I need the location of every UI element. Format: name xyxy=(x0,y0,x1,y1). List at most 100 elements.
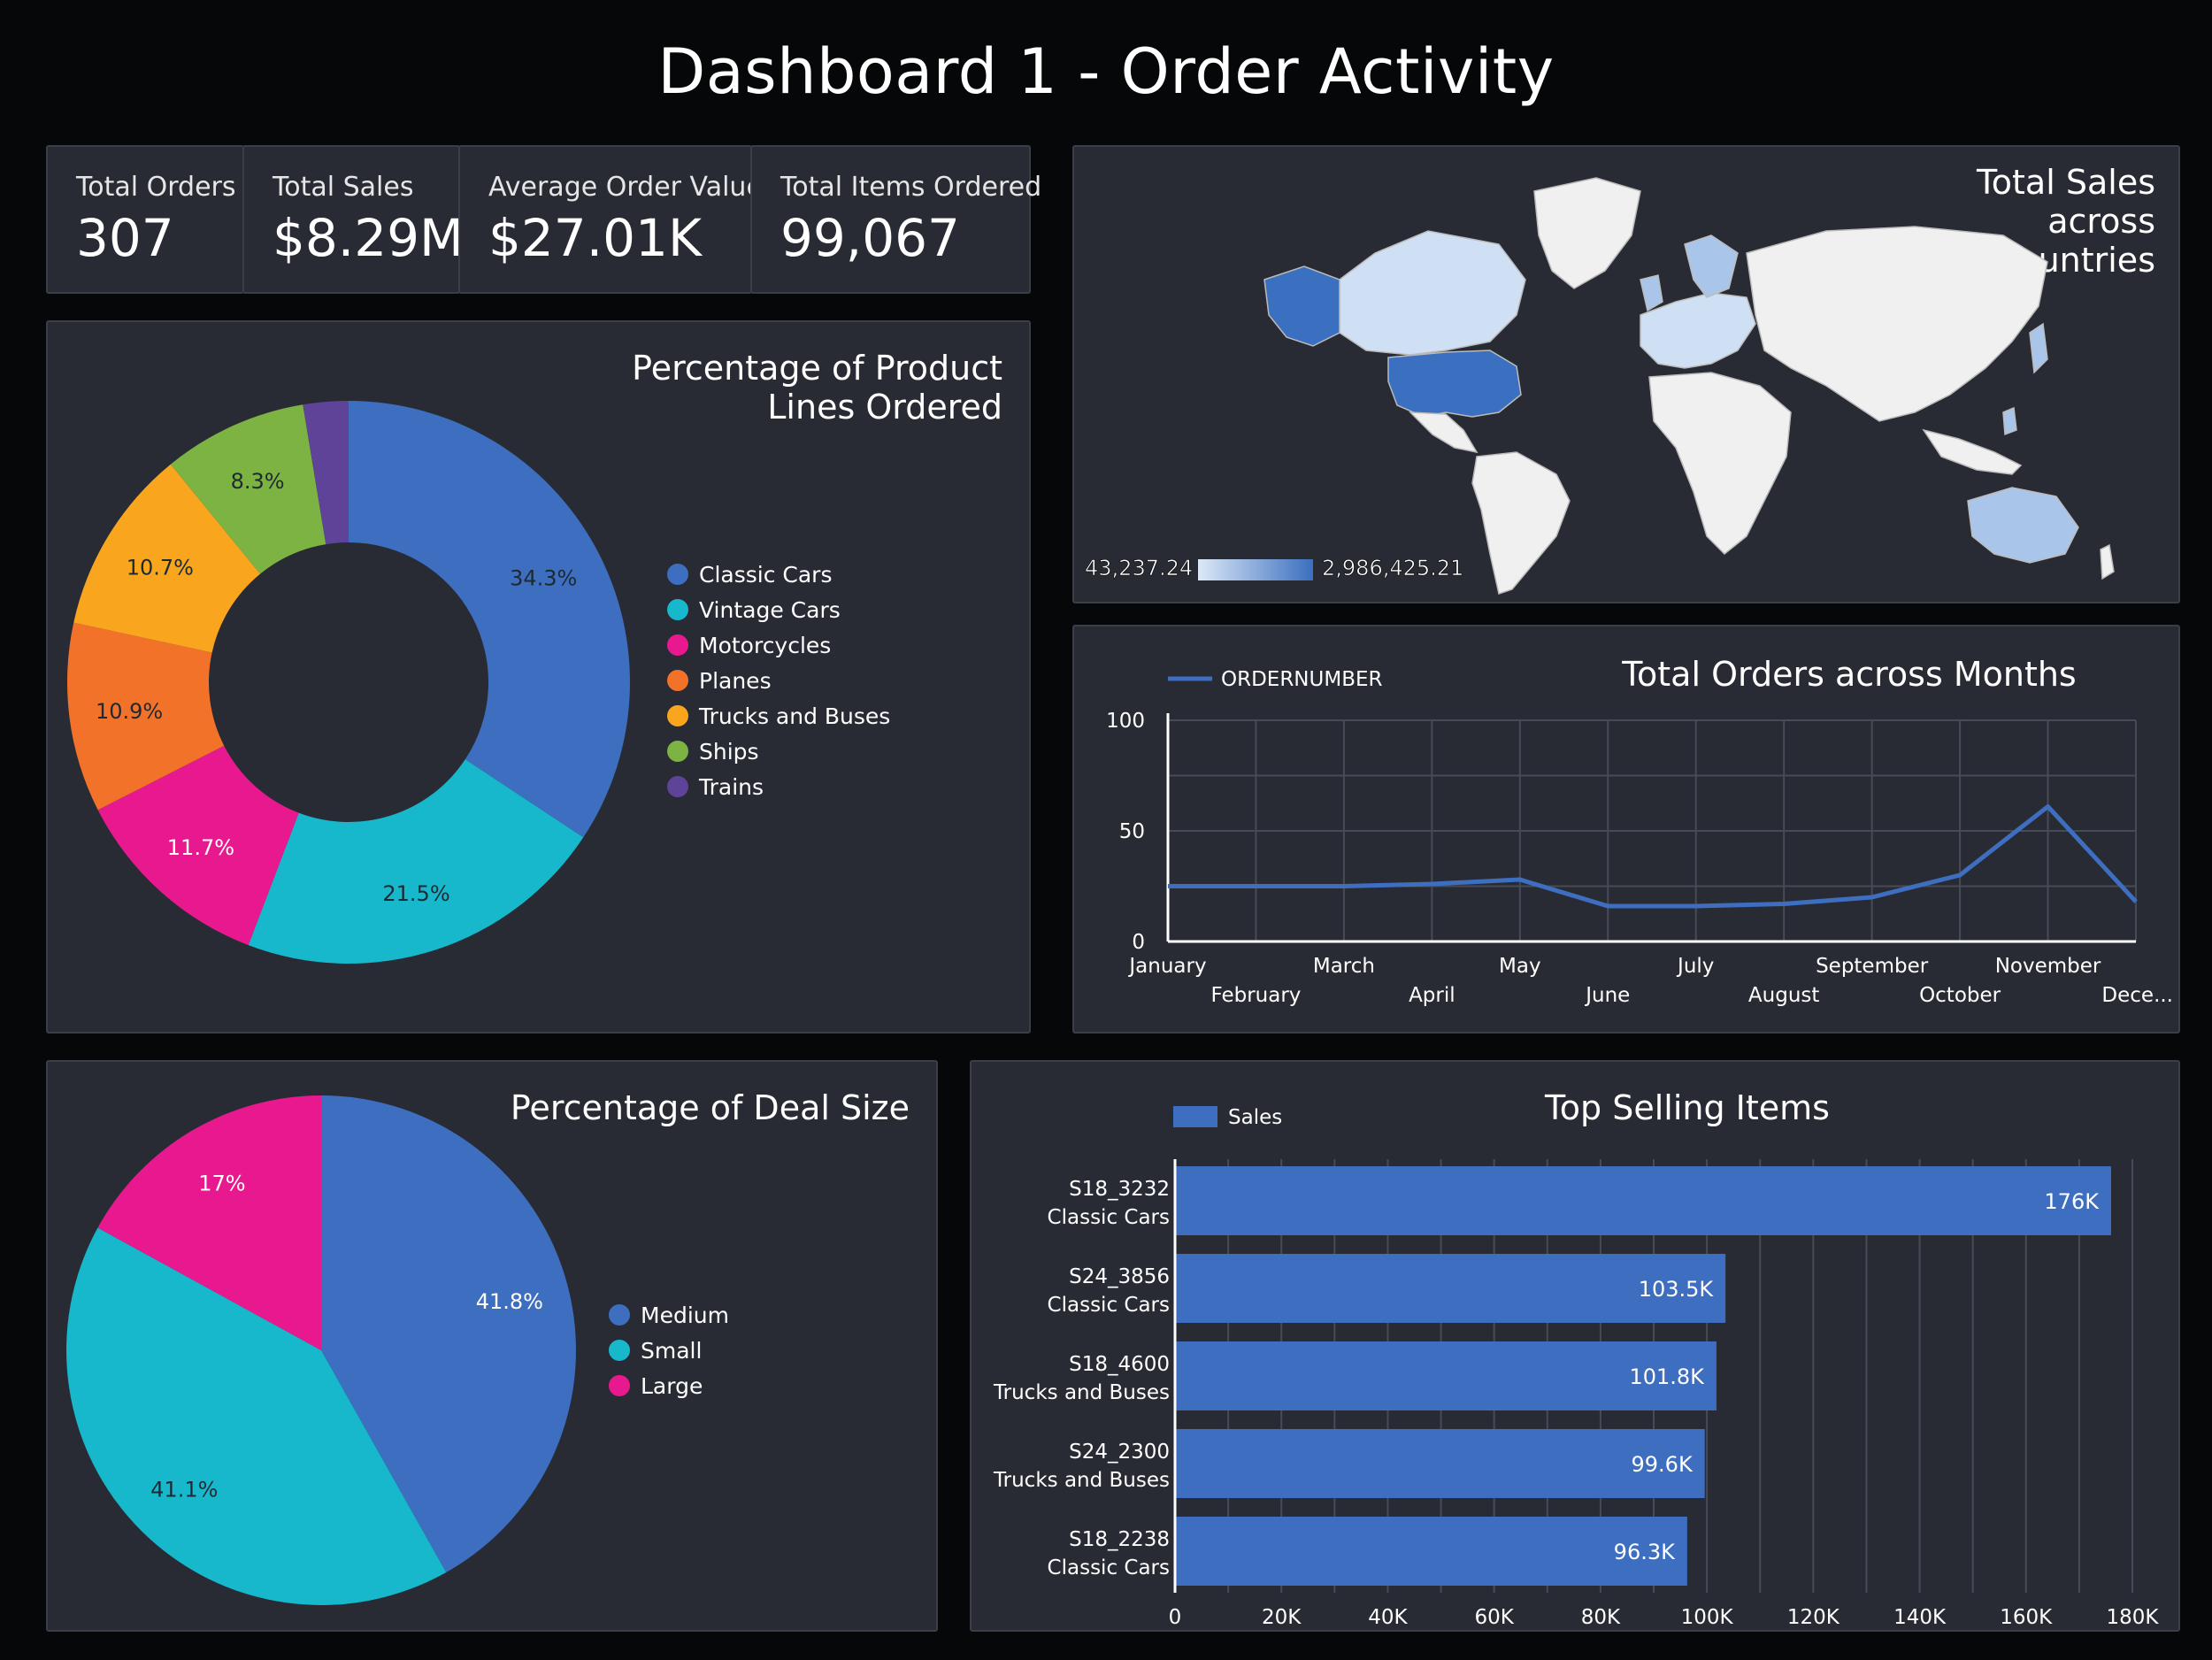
x-tick-label: August xyxy=(1748,984,1820,1007)
map-countries xyxy=(1263,177,2115,595)
legend-swatch xyxy=(609,1304,630,1326)
country-new-zealand xyxy=(2100,543,2115,580)
legend-swatch xyxy=(667,705,688,726)
x-tick-label: June xyxy=(1584,984,1630,1007)
x-tick-label: February xyxy=(1210,984,1301,1007)
x-tick-label: 80K xyxy=(1581,1606,1621,1629)
bar-s18_4600 xyxy=(1175,1341,1717,1410)
slice-value-label: 21.5% xyxy=(382,881,449,906)
legend-swatch xyxy=(609,1340,630,1361)
legend-label: Motorcycles xyxy=(699,633,831,658)
legend-label: Sales xyxy=(1228,1106,1282,1129)
pie-slice-small xyxy=(66,1227,447,1605)
bar-s24_2300 xyxy=(1175,1429,1705,1498)
chart-title-line: Percentage of Product xyxy=(632,349,1002,388)
legend-label: Trucks and Buses xyxy=(698,703,890,729)
series-line-ordernumber xyxy=(1168,804,2138,909)
legend-swatch xyxy=(667,670,688,691)
slice-value-label: 41.8% xyxy=(476,1289,543,1314)
bar-s18_3232 xyxy=(1175,1166,2111,1235)
slice-value-label: 10.7% xyxy=(127,555,194,580)
legend-label: Ships xyxy=(699,739,759,765)
pie-slice-planes xyxy=(66,622,225,811)
continent-south-america xyxy=(1471,451,1571,595)
bar-value-label: 103.5K xyxy=(1639,1277,1715,1302)
slice-value-label: 11.7% xyxy=(167,835,234,860)
kpi-label: Total Items Ordered xyxy=(780,172,1042,203)
orders-months-panel: Total Orders across Months ORDERNUMBER 0 5… xyxy=(1072,625,2180,1034)
pie-slice-motorcycles xyxy=(97,745,299,946)
kpi-value: $27.01K xyxy=(488,208,702,268)
kpi-total-orders: Total Orders 307 xyxy=(46,145,244,294)
legend-swatch xyxy=(667,776,688,797)
kpi-total-items-ordered: Total Items Ordered 99,067 xyxy=(750,145,1042,294)
country-greenland xyxy=(1533,177,1641,289)
y-tick-label-code: S18_2238 xyxy=(1069,1528,1170,1551)
kpi-average-order-value: Average Order Value $27.01K xyxy=(458,145,763,294)
y-tick-label-code: S18_3232 xyxy=(1069,1178,1170,1201)
country-mexico xyxy=(1409,411,1479,454)
y-tick-label-code: S24_2300 xyxy=(1069,1441,1170,1464)
x-tick-label: Dece... xyxy=(2101,984,2173,1007)
y-tick-label: 0 xyxy=(1132,931,1145,954)
y-tick-label-line: Trucks and Buses xyxy=(993,1381,1170,1404)
pie-slice-large xyxy=(97,1095,322,1350)
bar-s24_3856 xyxy=(1175,1254,1726,1323)
legend-swatch xyxy=(667,599,688,620)
y-tick-label-line: Classic Cars xyxy=(1048,1294,1170,1317)
x-tick-label: 60K xyxy=(1474,1606,1514,1629)
continent-africa xyxy=(1648,372,1792,556)
pie-slice-trains xyxy=(303,401,349,545)
kpi-value: $8.29M xyxy=(273,208,465,268)
dashboard-title: Dashboard 1 - Order Activity xyxy=(657,35,1555,108)
map-title-line: Total Sales xyxy=(1977,163,2155,202)
top-items-panel: Top Selling Items Sales 0 20K 40K 60K 80K 100K… xyxy=(970,1060,2180,1632)
kpi-value: 99,067 xyxy=(780,208,960,268)
map-panel[interactable]: Total Sales across Countries xyxy=(1072,145,2180,603)
pie-slice-ships xyxy=(170,404,326,574)
x-tick-label: January xyxy=(1127,955,1206,978)
legend-swatch xyxy=(1173,1106,1217,1127)
map-legend-max: 2,986,425.21 xyxy=(1322,556,1463,580)
world-map[interactable]: 43,237.24 2,986,425.21 xyxy=(1074,147,2178,602)
x-tick-label: 160K xyxy=(2000,1606,2053,1629)
deal-size-panel: Percentage of Deal Size 41.8% 41.1% 17% Med… xyxy=(46,1060,938,1632)
y-tick-label-code: S24_3856 xyxy=(1069,1265,1170,1288)
bar-value-label: 101.8K xyxy=(1629,1364,1705,1389)
country-philippines xyxy=(2002,406,2017,436)
deal-size-pie-chart[interactable]: 41.8% 41.1% 17% Medium Small Large xyxy=(48,1062,936,1630)
legend-label: Vintage Cars xyxy=(699,597,841,623)
top-items-bar-chart[interactable]: Sales 0 20K 40K 60K 80K 100K 120K 140K 160K 180K 17… xyxy=(972,1062,2178,1630)
slice-value-label: 34.3% xyxy=(510,566,577,591)
kpi-label: Average Order Value xyxy=(488,172,763,203)
legend-swatch xyxy=(667,634,688,656)
continent-asia xyxy=(1746,226,2048,422)
top-items-title: Top Selling Items xyxy=(1545,1088,1830,1127)
chart-title-line: Lines Ordered xyxy=(767,388,1002,427)
x-tick-label: 20K xyxy=(1262,1606,1302,1629)
y-tick-label-code: S18_4600 xyxy=(1069,1353,1170,1376)
country-scandinavia xyxy=(1684,234,1739,298)
legend-label: Small xyxy=(641,1338,702,1364)
continent-europe xyxy=(1640,292,1756,369)
x-tick-label: May xyxy=(1499,955,1541,978)
x-tick-label: 40K xyxy=(1368,1606,1408,1629)
product-lines-donut-chart[interactable]: 34.3% 21.5% 11.7% 10.9% 10.7% 8.3% Classic Car… xyxy=(48,322,1029,1032)
product-lines-title: Percentage of Product Lines Ordered xyxy=(632,349,1002,427)
product-lines-panel: Percentage of Product Lines Ordered 34.3… xyxy=(46,320,1031,1034)
map-legend-gradient xyxy=(1198,559,1313,580)
region-southeast-asia xyxy=(1922,428,2023,475)
legend-label: Trains xyxy=(698,774,764,800)
kpi-label: Total Orders xyxy=(76,172,236,203)
pie-slice-vintage-cars xyxy=(248,759,584,964)
pie-slice-classic-cars xyxy=(349,401,630,838)
map-legend-min: 43,237.24 xyxy=(1085,556,1193,580)
orders-months-title: Total Orders across Months xyxy=(1622,655,2077,694)
y-tick-label: 50 xyxy=(1119,820,1145,843)
x-tick-label: November xyxy=(1995,955,2101,978)
legend-swatch xyxy=(667,564,688,585)
legend-label: Planes xyxy=(699,668,772,694)
bar-value-label: 99.6K xyxy=(1632,1452,1694,1477)
bar-value-label: 176K xyxy=(2044,1189,2100,1214)
